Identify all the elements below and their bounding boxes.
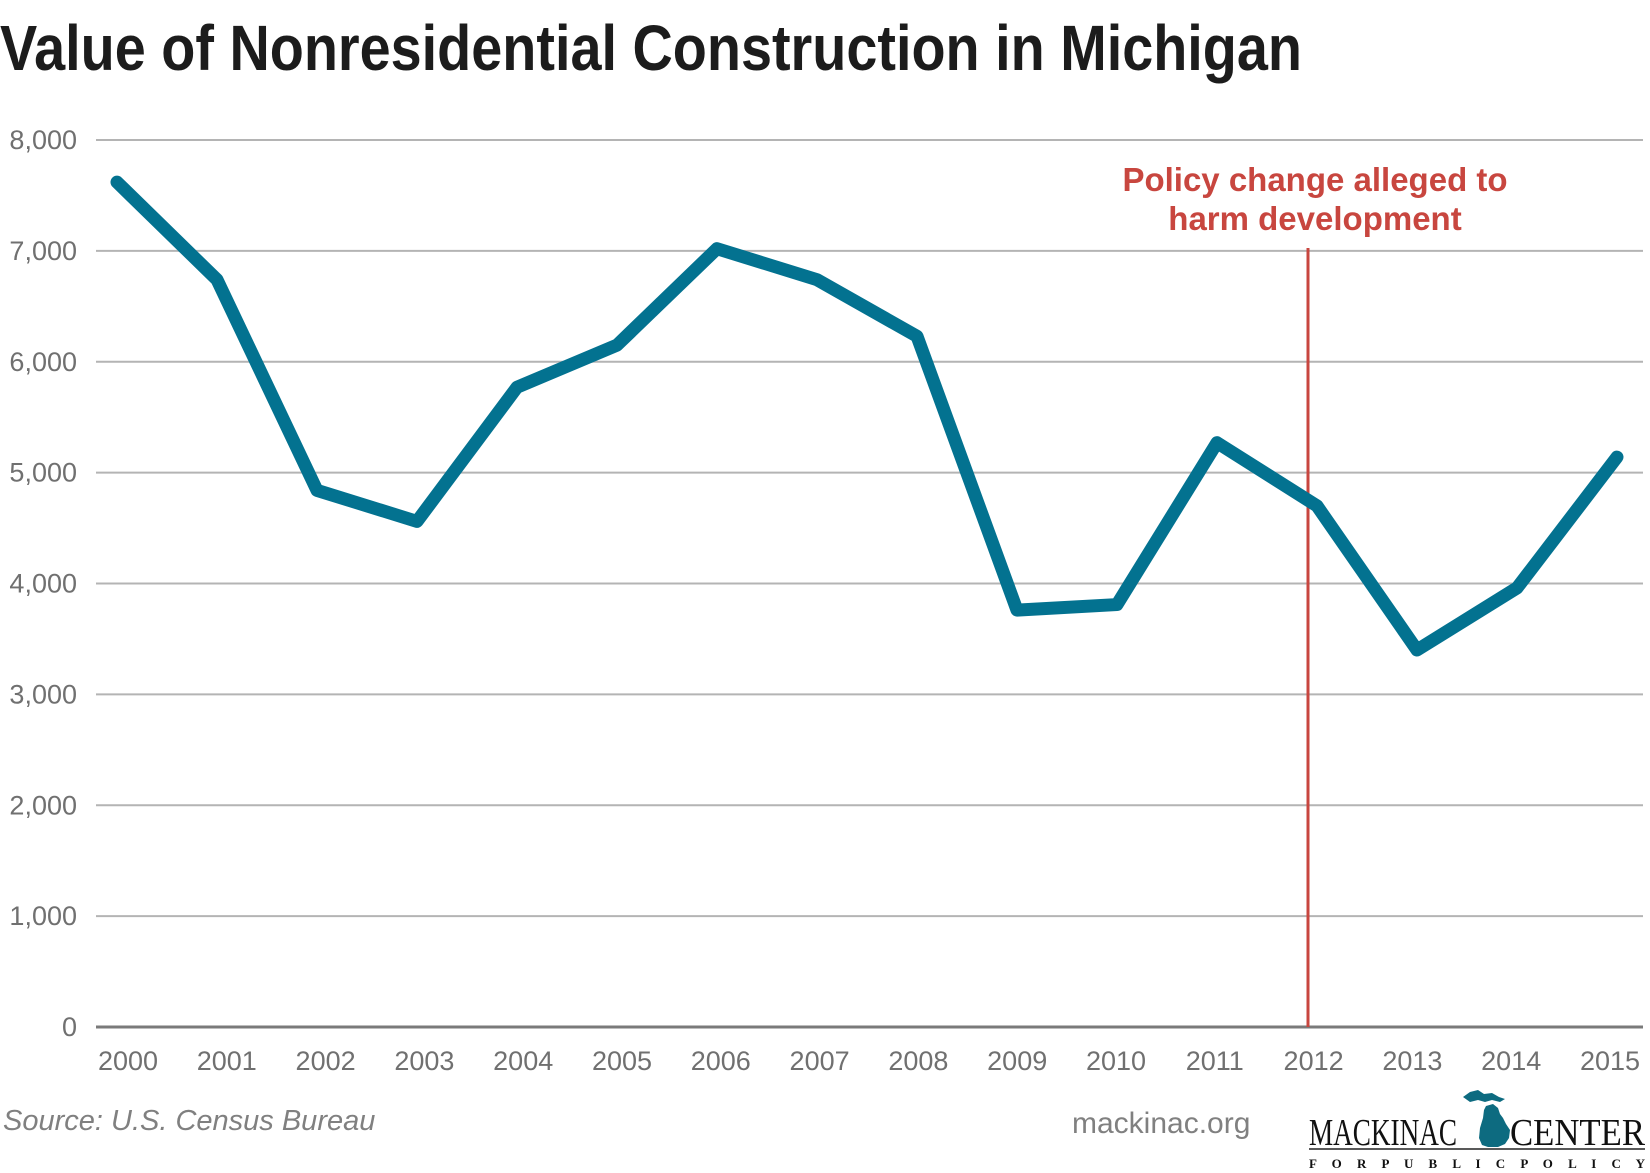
gridlines	[96, 139, 1643, 1029]
logo-text-mackinac: MACKINAC	[1309, 1112, 1457, 1154]
y-tick-label: 0	[62, 1012, 77, 1042]
x-tick-label: 2003	[394, 1046, 454, 1076]
x-axis-ticks: 2000 2001 2002 2003 2004 2005 2006 2007 2008 2009…	[98, 1046, 1640, 1076]
michigan-map-icon	[1463, 1090, 1510, 1147]
x-tick-label: 2010	[1086, 1046, 1146, 1076]
annotation-line-1: Policy change alleged to	[1122, 161, 1507, 198]
x-tick-label: 2015	[1580, 1046, 1640, 1076]
annotation-line-2: harm development	[1168, 200, 1461, 237]
x-tick-label: 2001	[197, 1046, 257, 1076]
x-tick-label: 2000	[98, 1046, 158, 1076]
y-tick-label: 7,000	[9, 236, 77, 266]
y-tick-label: 2,000	[9, 790, 77, 820]
y-tick-label: 3,000	[9, 679, 77, 709]
x-tick-label: 2013	[1382, 1046, 1442, 1076]
y-tick-label: 8,000	[9, 125, 77, 155]
x-tick-label: 2009	[987, 1046, 1047, 1076]
mackinac-center-logo: MACKINAC CENTER F O R P U B L I C P O L …	[1309, 1090, 1646, 1171]
x-tick-label: 2011	[1186, 1046, 1244, 1076]
series-group	[110, 175, 1624, 657]
x-tick-label: 2004	[493, 1046, 553, 1076]
y-tick-label: 1,000	[9, 901, 77, 931]
logo-subtitle: F O R P U B L I C P O L I C Y	[1309, 1156, 1646, 1171]
source-note: Source: U.S. Census Bureau	[3, 1105, 375, 1137]
x-tick-label: 2006	[691, 1046, 751, 1076]
y-axis-ticks: 0 1,000 2,000 3,000 4,000 5,000 6,000 7,000 8,00…	[9, 125, 77, 1042]
x-tick-label: 2014	[1481, 1046, 1541, 1076]
y-tick-label: 4,000	[9, 569, 77, 599]
logo-text-center: CENTER	[1510, 1112, 1646, 1154]
website-link[interactable]: mackinac.org	[1072, 1107, 1250, 1140]
y-tick-label: 6,000	[9, 347, 77, 377]
x-tick-label: 2005	[592, 1046, 652, 1076]
x-tick-label: 2008	[888, 1046, 948, 1076]
x-tick-label: 2007	[790, 1046, 850, 1076]
x-tick-label: 2002	[296, 1046, 356, 1076]
chart-title: Value of Nonresidential Construction in …	[0, 12, 1302, 84]
y-tick-label: 5,000	[9, 458, 77, 488]
x-tick-label: 2012	[1284, 1046, 1344, 1076]
series-line	[110, 175, 1624, 657]
